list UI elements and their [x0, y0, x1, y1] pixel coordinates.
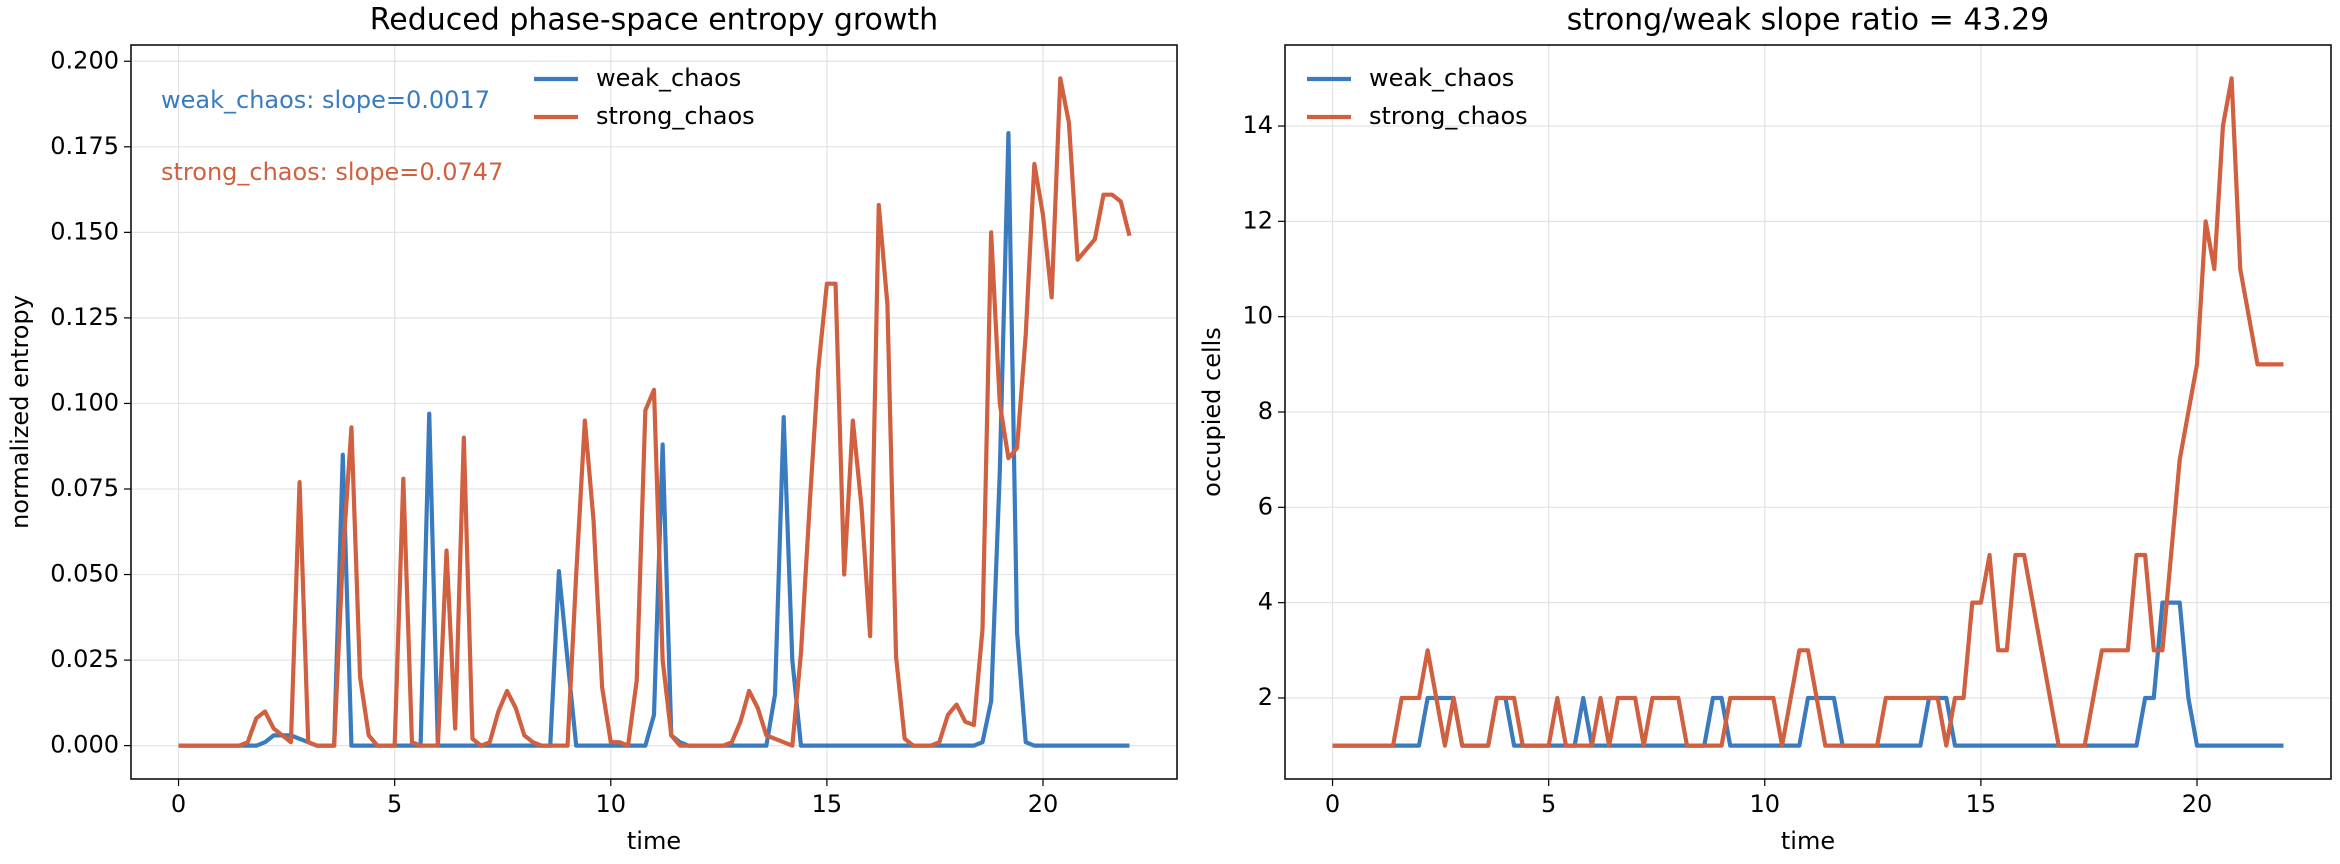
chart-title: strong/weak slope ratio = 43.29 [1567, 3, 2050, 38]
legend-label: strong_chaos [596, 102, 755, 130]
x-tick-label: 0 [1325, 790, 1340, 818]
x-tick-label: 0 [171, 790, 186, 818]
annotation: weak_chaos: slope=0.0017 [161, 86, 490, 114]
chart-title: Reduced phase-space entropy growth [370, 3, 938, 38]
y-tick-label: 6 [1258, 492, 1273, 520]
series-line [1332, 76, 2284, 748]
axes-frame [130, 44, 1178, 780]
y-tick-label: 0.150 [50, 217, 119, 245]
y-tick-label: 0.025 [50, 645, 119, 673]
series-line [1332, 600, 2284, 748]
y-tick-label: 0.125 [50, 303, 119, 331]
y-tick-label: 0.100 [50, 388, 119, 416]
y-tick-label: 8 [1258, 397, 1273, 425]
y-axis-label: normalized entropy [6, 295, 34, 529]
y-tick-label: 14 [1242, 111, 1273, 139]
y-tick-label: 10 [1242, 302, 1273, 330]
y-tick-label: 0.000 [50, 731, 119, 759]
annotation: strong_chaos: slope=0.0747 [161, 158, 503, 186]
series-line [178, 76, 1132, 748]
y-tick-label: 4 [1258, 588, 1273, 616]
y-tick-label: 12 [1242, 206, 1273, 234]
y-tick-label: 0.175 [50, 132, 119, 160]
x-axis-label: time [1781, 827, 1835, 855]
y-tick-label: 0.050 [50, 560, 119, 588]
y-axis-label: occupied cells [1198, 327, 1226, 497]
x-tick-label: 5 [387, 790, 402, 818]
y-tick-label: 0.075 [50, 474, 119, 502]
x-tick-label: 20 [2182, 790, 2213, 818]
x-tick-label: 5 [1541, 790, 1556, 818]
x-tick-label: 15 [1966, 790, 1997, 818]
x-axis-label: time [627, 827, 681, 855]
x-tick-label: 20 [1028, 790, 1059, 818]
x-tick-label: 10 [596, 790, 627, 818]
legend-label: weak_chaos [596, 64, 741, 92]
x-tick-label: 10 [1750, 790, 1781, 818]
y-tick-label: 0.200 [50, 46, 119, 74]
legend-label: strong_chaos [1369, 102, 1528, 130]
axes-frame [1284, 44, 2332, 780]
x-tick-label: 15 [812, 790, 843, 818]
y-tick-label: 2 [1258, 683, 1273, 711]
legend-label: weak_chaos [1369, 64, 1514, 92]
